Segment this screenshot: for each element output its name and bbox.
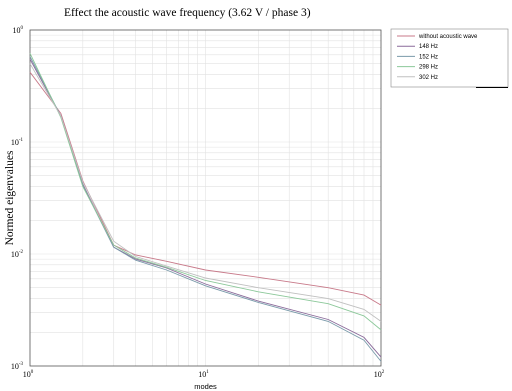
chart-title: Effect the acoustic wave frequency (3.62… (64, 7, 311, 19)
y-tick-label: 10-2 (11, 250, 24, 259)
x-axis-label: modes (194, 382, 217, 391)
legend-box (390, 28, 509, 88)
series-line (29, 53, 382, 331)
tick-exponent: -2 (19, 250, 24, 255)
tick-base: 10 (11, 250, 19, 259)
tick-exponent: -1 (19, 138, 24, 143)
grid (30, 30, 381, 366)
tick-exponent: 0 (31, 370, 34, 375)
x-tick-label: 102 (374, 370, 385, 379)
tick-exponent: 1 (206, 370, 209, 375)
legend-label: 302 Hz (419, 75, 438, 81)
x-tick-label: 100 (23, 370, 34, 379)
y-axis-label: Normed eigenvalues (4, 150, 16, 245)
legend: without acoustic wave 148 Hz 152 Hz 298 Hz 3… (390, 28, 509, 88)
tick-exponent: -3 (19, 362, 24, 367)
tick-base: 10 (374, 370, 382, 379)
x-tick-label: 101 (198, 370, 209, 379)
tick-exponent: 0 (21, 26, 24, 31)
legend-label: without acoustic wave (418, 34, 478, 40)
y-tick-label: 10-1 (11, 138, 24, 147)
legend-label: 148 Hz (419, 44, 438, 50)
legend-label: 152 Hz (419, 54, 438, 60)
tick-base: 10 (11, 362, 19, 371)
tick-base: 10 (198, 370, 206, 379)
series-layer (29, 53, 382, 362)
tick-exponent: 2 (382, 370, 385, 375)
y-tick-label: 100 (13, 26, 24, 35)
y-tick-label: 10-3 (11, 362, 24, 371)
tick-base: 10 (13, 26, 21, 35)
series-line (29, 71, 382, 306)
tick-base: 10 (11, 138, 19, 147)
legend-label: 298 Hz (419, 65, 438, 71)
plot-frame (29, 29, 382, 367)
tick-base: 10 (23, 370, 31, 379)
series-line (29, 63, 382, 322)
